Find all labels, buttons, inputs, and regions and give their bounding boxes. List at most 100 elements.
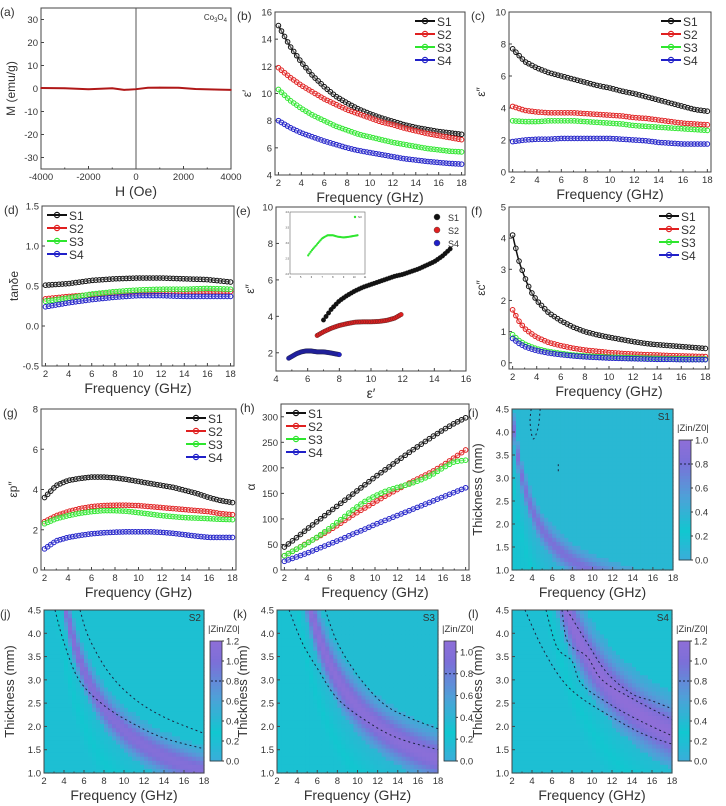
panel-d: 2 4 6 8 10 12 14 16 18-0.50.00.51.01.5Frequency … [4,202,236,397]
heatmap-cell [144,654,149,660]
heatmap-cell [596,493,602,499]
heatmap-cell [132,654,137,660]
heatmap-cell [648,409,654,414]
heatmap-cell [148,695,153,701]
heatmap-cell [128,748,133,754]
heatmap-cell [616,529,622,535]
heatmap-cell [576,497,582,503]
heatmap-cell [608,549,614,555]
heatmap-cell [652,497,658,503]
heatmap-cell [64,728,69,733]
heatmap-cell [664,469,670,474]
heatmap-cell [520,425,525,430]
heatmap-cell [640,421,646,426]
heatmap-cell [156,711,161,717]
heatmap-cell [592,425,598,430]
heatmap-cell [564,469,569,474]
heatmap-cell [156,658,161,664]
y-tick-label: 16 [261,8,272,19]
heatmap-cell [564,561,569,567]
legend-marker [433,213,441,221]
heatmap-cell [152,736,157,741]
heatmap-cell [44,654,49,660]
heatmap-cell [580,477,586,483]
heatmap-cell [48,610,53,615]
heatmap-cell [532,521,537,527]
data-point [306,68,312,75]
heatmap-cell [572,537,577,543]
heatmap-cell [56,736,61,741]
heatmap-cell [56,662,61,668]
heatmap-cell [108,699,113,705]
heatmap-cell [636,501,642,507]
heatmap-cell [140,671,145,676]
heatmap-cell [660,533,666,539]
heatmap-cell [660,445,666,450]
heatmap-cell [608,425,614,430]
heatmap-cell [536,449,541,454]
heatmap-cell [572,433,577,438]
heatmap-cell [560,469,565,474]
heatmap-cell [516,525,521,531]
heatmap-cell [616,561,622,567]
heatmap-cell [644,497,650,503]
heatmap-cell [92,650,97,656]
heatmap-cell [92,728,97,733]
heatmap-cell [540,549,545,555]
heatmap-cell [600,501,606,507]
heatmap-cell [156,662,161,668]
heatmap-cell [640,449,646,454]
heatmap-cell [88,699,93,705]
x-tick-label: 4 [534,372,539,383]
heatmap-cell [616,537,622,543]
legend-item: S1 [415,15,452,29]
heatmap-cell [664,489,670,495]
heatmap-cell [124,756,129,762]
heatmap-cell [640,521,646,527]
heatmap-cell [96,756,101,762]
heatmap-cell [120,614,125,619]
heatmap-cell [600,561,606,567]
heatmap-cell [100,658,105,664]
heatmap-cell [116,715,121,721]
heatmap-cell [536,557,541,563]
heatmap-cell [608,561,614,567]
heatmap-cell [156,646,161,652]
data-point [336,352,342,358]
heatmap-cell [76,699,81,705]
heatmap-cell [600,465,606,470]
heatmap-cell [596,489,602,495]
heatmap-cell [96,646,101,652]
heatmap-cell [660,493,666,499]
heatmap-cell [608,417,614,422]
heatmap-cell [664,433,670,438]
inset-y-tick-label: 2.5 [286,258,290,261]
heatmap-cell [656,449,662,454]
heatmap-cell [64,638,69,644]
colorbar-cell [679,440,691,444]
heatmap-cell [648,545,654,551]
heatmap-cell [48,630,53,636]
x-tick-label: 6 [558,372,563,383]
legend-label: S2 [69,222,84,236]
data-point [516,52,522,59]
y-tick-label: 2.0 [496,520,509,531]
heatmap-cell [524,469,529,474]
heatmap-cell [52,626,57,631]
heatmap-cell [616,473,622,479]
colorbar-cell [679,518,691,522]
heatmap-cell [44,695,49,701]
heatmap-cell [512,421,517,426]
data-point [337,500,344,507]
heatmap-cell [628,533,634,539]
heatmap-cell [156,667,161,672]
heatmap-cell [568,561,573,567]
heatmap-cell [56,728,61,733]
heatmap-cell [576,509,582,515]
heatmap-cell [608,473,614,479]
x-tick-label: 8 [350,573,355,584]
heatmap-cell [664,453,670,458]
heatmap-cell [572,553,577,559]
heatmap-cell [628,501,634,507]
heatmap-cell [580,517,586,523]
